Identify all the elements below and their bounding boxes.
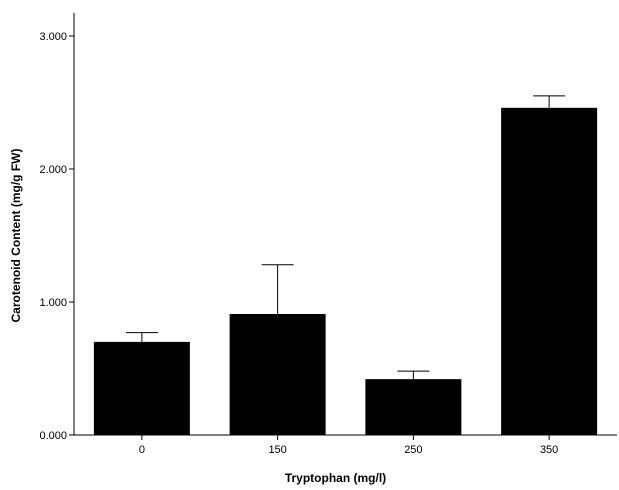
y-tick-label: 2.000 [39, 164, 67, 176]
bar [229, 313, 326, 435]
x-tick-label: 150 [268, 444, 286, 456]
y-tick-label: 1.000 [39, 297, 67, 309]
x-axis-title: Tryptophan (mg/l) [285, 471, 386, 485]
bar [93, 341, 190, 435]
bars [93, 107, 598, 435]
y-axis-title: Carotenoid Content (mg/g FW) [9, 149, 23, 323]
y-axis-ticks: 0.000 1.000 2.000 3.000 [39, 31, 74, 442]
x-tick-label: 0 [139, 444, 145, 456]
y-tick-label: 3.000 [39, 31, 67, 43]
bar [365, 379, 462, 435]
bar [501, 107, 598, 435]
y-tick-label: 0.000 [39, 430, 67, 442]
error-bars [125, 95, 566, 380]
x-tick-label: 250 [404, 444, 422, 456]
x-tick-label: 350 [540, 444, 558, 456]
x-axis-ticks: 0 150 250 350 [139, 435, 558, 456]
